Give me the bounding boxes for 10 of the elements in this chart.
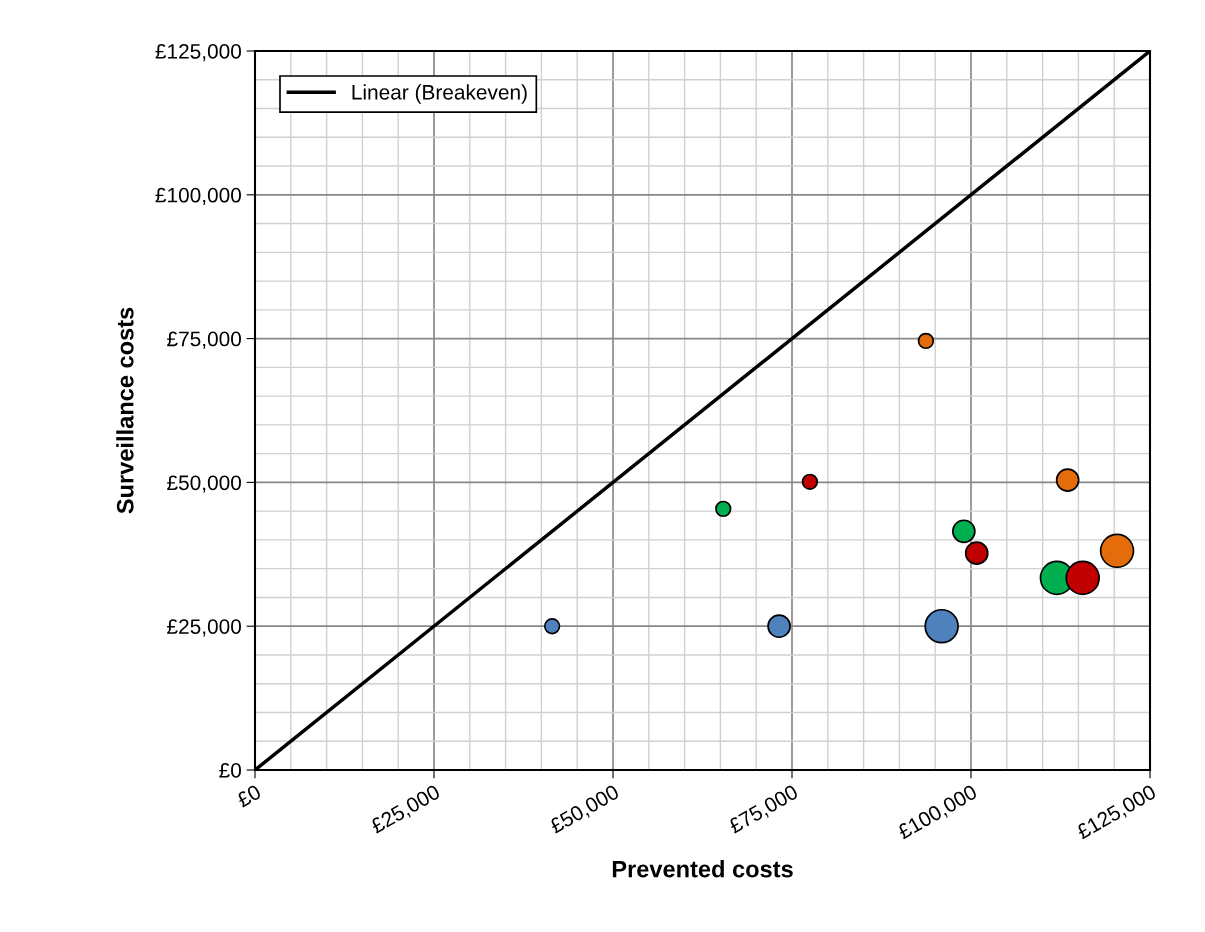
y-tick-label: £75,000	[167, 331, 241, 349]
y-tick-label: £125,000	[155, 44, 241, 62]
y-tick-label: £25,000	[167, 619, 241, 637]
x-tick-label: £0	[235, 784, 262, 808]
y-axis-title: Surveillance costs	[116, 307, 134, 514]
y-tick-label: £0	[219, 763, 241, 778]
x-axis-title: Prevented costs	[612, 860, 793, 878]
y-tick-label: £100,000	[155, 187, 241, 206]
legend-label: Linear (Breakeven)	[352, 84, 527, 104]
y-tick-label: £50,000	[167, 475, 241, 493]
